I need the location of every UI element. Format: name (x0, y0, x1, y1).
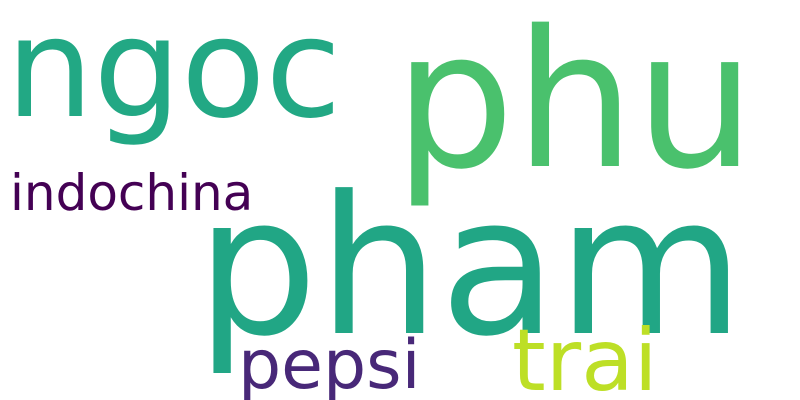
word-ngoc: ngoc (6, 0, 342, 149)
word-trai: trai (512, 311, 658, 400)
word-indochina: indochina (10, 164, 254, 222)
word-pepsi: pepsi (238, 326, 421, 400)
word-pham: pham (196, 156, 745, 379)
word-phu: phu (394, 0, 756, 211)
